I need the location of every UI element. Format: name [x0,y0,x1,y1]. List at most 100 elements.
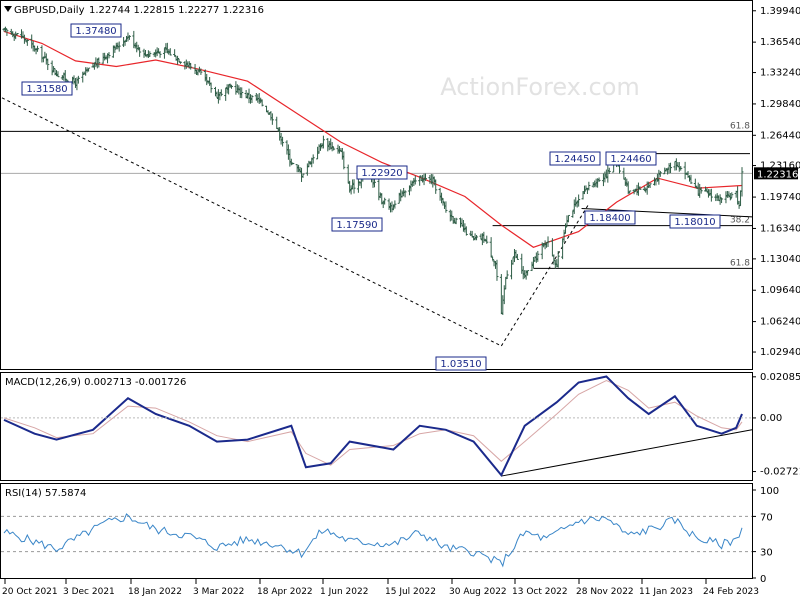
price-bar [491,256,495,261]
annotation-text: 1.18400 [589,213,630,224]
price-bar [56,71,60,78]
price-bar [372,178,376,188]
ma-series-line [3,30,743,248]
current-price-box [754,167,798,180]
price-bar [658,170,662,177]
x-tick-label: 3 Dec 2021 [63,587,115,597]
price-bar [556,251,560,268]
price-bar [730,192,734,199]
price-bar [454,217,458,225]
price-bar [63,70,67,83]
rsi-series-line [3,513,743,568]
price-bar [515,253,519,260]
price-y-tick-label: 1.02940 [760,347,800,358]
annotation-label: 1.24460 [605,151,657,166]
price-bar [321,135,325,149]
price-bar [403,190,407,198]
annotation-label: 1.22920 [356,165,408,180]
annotation-box [356,165,408,180]
rsi-y-tick-label: 30 [760,548,773,559]
price-bar [720,198,724,204]
annotation-box [549,151,601,166]
price-bar [87,67,91,72]
price-bar [76,75,80,84]
macd-support-line [501,429,753,477]
price-bar [5,28,9,36]
price-bars [2,26,744,315]
rsi-y-tick-label: 100 [760,486,779,497]
price-bar [158,51,162,58]
price-bar [117,41,121,52]
annotation-box [21,81,73,96]
price-bar [434,179,438,194]
x-tick-label: 24 Feb 2023 [703,587,759,597]
x-tick-label: 11 Jan 2023 [639,587,693,597]
moving-average-line [3,30,743,248]
annotation-box [331,217,383,232]
price-bar [332,147,336,151]
price-bar [189,62,193,70]
price-y-tick-label: 1.39940 [760,6,800,17]
price-bar [178,61,182,64]
price-bar [413,175,417,185]
dashed-trendline [1,97,502,347]
collapse-arrow-icon[interactable] [4,6,12,12]
price-bar [607,167,611,174]
price-bar [199,68,203,75]
annotation-label: 1.37480 [70,23,122,38]
annotation-box [669,214,721,229]
rsi-title: RSI(14) 57.5874 [5,488,86,499]
price-bar [228,83,232,88]
price-y-tick-label: 1.09640 [760,285,800,296]
x-tick-label: 28 Nov 2022 [576,587,634,597]
price-bar [176,55,180,65]
price-bar [219,89,223,97]
price-bar [536,250,540,262]
price-y-tick-label: 1.06240 [760,317,800,328]
price-y-tick-label: 1.26440 [760,130,800,141]
price-bar [628,190,632,194]
rsi-line [3,513,743,568]
x-tick-label: 18 Apr 2022 [257,587,313,597]
price-bar [113,45,117,53]
annotation-label: 1.31580 [21,81,73,96]
price-bar [485,235,489,244]
price-bar [699,187,703,194]
price-bar [352,179,356,194]
price-bar [648,183,652,188]
macd-y-tick-label: 0.00 [760,413,782,424]
price-bar [260,99,264,107]
price-bar [46,58,50,71]
macd-lines [3,375,743,477]
dashed-uptrend-line [500,203,590,347]
annotation-label: 1.17590 [331,217,383,232]
annotation-text: 1.18010 [674,217,715,228]
price-bar [564,223,568,234]
price-bar [36,45,40,52]
annotation-box [584,210,636,225]
macd-title: MACD(12,26,9) 0.002713 -0.001726 [5,377,186,388]
price-bar [464,226,468,236]
price-bar [311,154,315,164]
annotation-text: 1.22920 [361,168,402,179]
price-y-tick-label: 1.13040 [760,254,800,265]
price-bar [546,236,550,247]
price-bar [689,174,693,184]
price-trendlines [1,97,753,347]
annotation-box [70,23,122,38]
macd-line [3,375,743,477]
annotation-text: 1.17590 [336,220,377,231]
annotation-box [605,151,657,166]
price-bar [97,57,101,68]
price-bar [25,39,29,46]
price-panel-frame [0,0,753,370]
price-bar [475,235,479,241]
price-bar [587,181,591,191]
price-bar [209,82,213,93]
price-bar [240,87,244,99]
annotation-text: 1.03510 [440,359,481,370]
macd-y-tick-label: -0.027213 [760,467,800,478]
annotation-text: 1.31580 [26,84,67,95]
rsi-y-tick-label: 0 [760,574,766,585]
